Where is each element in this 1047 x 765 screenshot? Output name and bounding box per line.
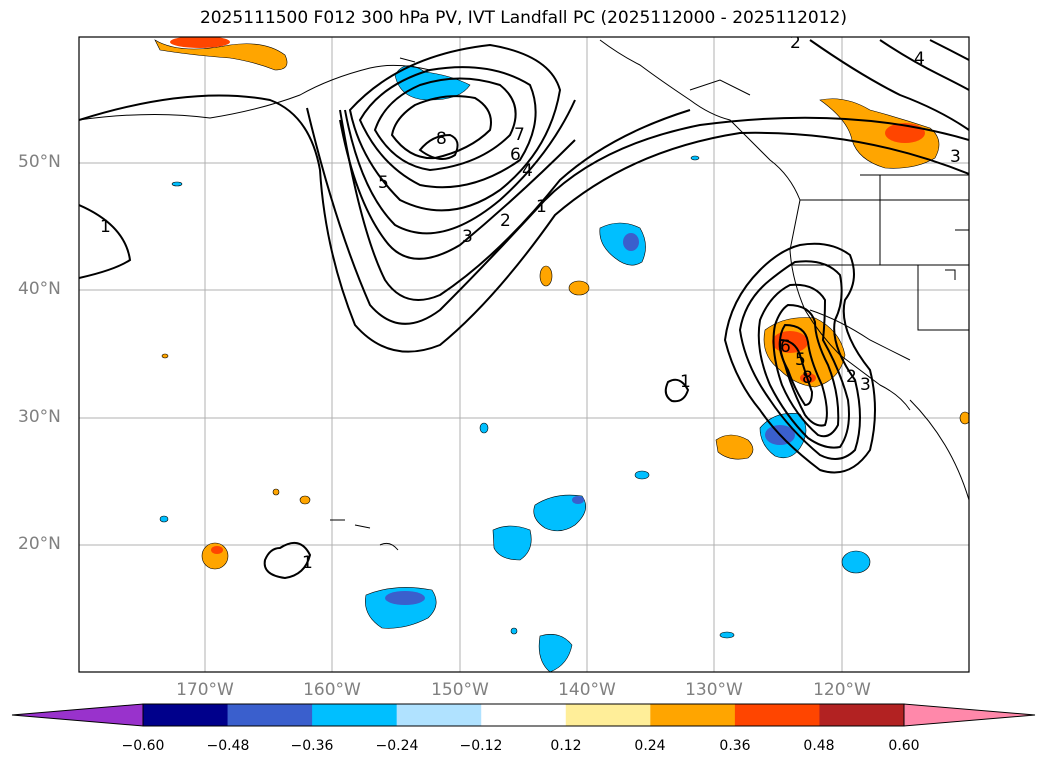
lon-label: 140°W (558, 680, 616, 700)
colorbar-tick: −0.60 (121, 738, 165, 754)
colorbar-cells (11, 703, 1036, 727)
colorbar-cell (396, 704, 482, 726)
contour-label: 1 (680, 372, 691, 392)
contour-label: 7 (514, 125, 525, 145)
lat-label: 40°N (18, 279, 61, 299)
colorbar-tick: 0.48 (803, 738, 835, 754)
lat-label: 30°N (18, 407, 61, 427)
lon-label: 150°W (431, 680, 489, 700)
contour-label: 5 (795, 350, 806, 370)
coastlines (79, 39, 969, 551)
colorbar-tick: 0.24 (634, 738, 666, 754)
map-frame (78, 36, 970, 673)
contour-label: 8 (436, 129, 447, 149)
colorbar-tick: 0.12 (550, 738, 582, 754)
colorbar-cell (481, 704, 567, 726)
contour-label: 2 (790, 33, 801, 53)
positive-anomaly-shading (154, 37, 969, 570)
contour-label: 6 (510, 145, 521, 165)
lon-label: 130°W (685, 680, 743, 700)
map-title: 2025111500 F012 300 hPa PV, IVT Landfall… (199, 8, 847, 28)
contour-label: 5 (378, 173, 389, 193)
colorbar-tick: −0.24 (375, 738, 419, 754)
lon-label: 160°W (303, 680, 361, 700)
colorbar-extend-min (11, 703, 144, 727)
colorbar-tick: 0.60 (888, 738, 920, 754)
contour-label: 2 (500, 211, 511, 231)
colorbar-tick: −0.48 (206, 738, 250, 754)
lat-label: 20°N (18, 534, 61, 554)
colorbar-cell (312, 704, 398, 726)
colorbar-cell (227, 704, 313, 726)
colorbar-cell (734, 704, 820, 726)
contour-label: 1 (100, 217, 111, 237)
contour-label: 6 (780, 337, 791, 357)
contour-label: 3 (462, 227, 473, 247)
pv-contours (79, 39, 969, 580)
colorbar-tick: 0.36 (719, 738, 751, 754)
colorbar-cell (819, 704, 905, 726)
contour-label: 1 (536, 197, 547, 217)
contour-labels: 1 2 3 4 5 6 7 8 1 2 3 4 1 1 2 3 5 6 8 (100, 33, 961, 573)
colorbar-tick: −0.12 (459, 738, 503, 754)
lon-label: 120°W (813, 680, 871, 700)
contour-label: 2 (846, 367, 857, 387)
contour-label: 3 (950, 147, 961, 167)
lat-label: 50°N (18, 152, 61, 172)
colorbar-cell (565, 704, 651, 726)
colorbar-tick: −0.36 (290, 738, 334, 754)
contour-label: 3 (860, 375, 871, 395)
contour-label: 4 (522, 161, 533, 181)
colorbar-cell (143, 704, 229, 726)
colorbar-cell (650, 704, 736, 726)
lon-label: 170°W (176, 680, 234, 700)
contour-label: 8 (802, 368, 813, 388)
contour-label: 4 (914, 49, 925, 69)
colorbar-extend-max (903, 703, 1036, 727)
colorbar-frame (142, 703, 905, 727)
contour-label: 1 (302, 553, 313, 573)
